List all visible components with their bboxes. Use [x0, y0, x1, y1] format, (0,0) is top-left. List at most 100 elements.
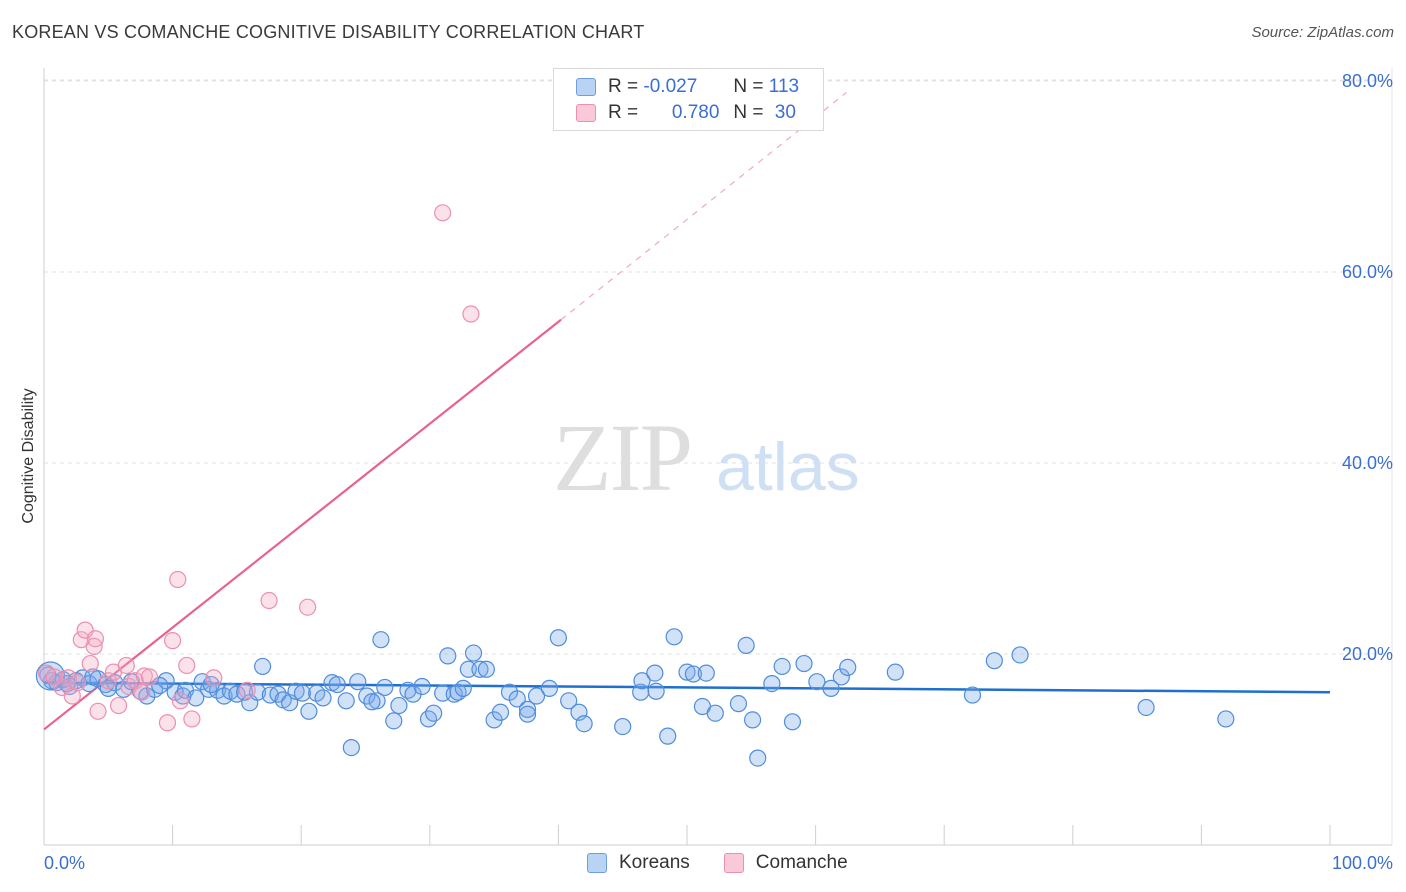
koreans-point: [665, 628, 683, 646]
koreans-point: [328, 675, 346, 694]
koreans-point: [985, 652, 1003, 670]
comanche-trendline: [43, 318, 562, 731]
comanche-point: [169, 570, 187, 589]
koreans-point: [783, 713, 802, 731]
comanche-point: [81, 654, 99, 673]
koreans-point: [477, 660, 495, 678]
legend-item-comanche[interactable]: Comanche: [723, 852, 848, 874]
koreans-point: [337, 692, 355, 710]
comanche-point: [59, 669, 78, 687]
correlation-legend: R = -0.027 N = 113 R = 0.780 N = 30: [553, 68, 824, 131]
koreans-point: [839, 658, 857, 676]
koreans-point: [439, 647, 457, 665]
koreans-point: [287, 682, 305, 700]
y-tick-label: 60.0%: [1342, 262, 1393, 282]
y-tick-label: 80.0%: [1342, 71, 1393, 91]
koreans-point: [659, 727, 677, 745]
legend-row-koreans: R = -0.027 N = 113: [576, 75, 799, 99]
comanche-point: [178, 656, 196, 675]
koreans-point: [1217, 710, 1235, 728]
comanche-point: [260, 591, 278, 610]
koreans-point: [293, 684, 312, 702]
series-legend: Koreans Comanche: [587, 852, 882, 874]
comanche-point: [109, 696, 128, 715]
koreans-point: [1011, 646, 1029, 664]
koreans-point: [684, 665, 703, 683]
koreans-legend-label: Koreans: [619, 852, 690, 873]
koreans-point: [614, 717, 632, 736]
koreans-point: [248, 683, 267, 701]
koreans-point: [646, 664, 664, 682]
koreans-point: [518, 705, 537, 723]
koreans-point: [886, 663, 904, 681]
legend-item-koreans[interactable]: Koreans: [587, 852, 690, 874]
comanche-point: [117, 656, 135, 675]
comanche-point: [86, 630, 105, 648]
koreans-r-label: R =: [608, 76, 639, 97]
comanche-legend-label: Comanche: [755, 852, 848, 873]
x-tick-label: 0.0%: [44, 853, 85, 873]
comanche-point: [99, 672, 117, 690]
comanche-point: [158, 714, 177, 732]
comanche-point: [299, 598, 317, 616]
axes: [43, 68, 1392, 846]
comanche-point: [140, 668, 159, 686]
comanche-n-value: 30: [774, 102, 796, 123]
koreans-point: [349, 673, 367, 691]
comanche-point: [205, 669, 223, 687]
koreans-point: [342, 738, 360, 757]
axis-labels: 20.0% 40.0% 60.0% 80.0% 0.0% 100.0% Cognitive …: [20, 71, 1393, 873]
comanche-point: [135, 667, 153, 685]
koreans-point: [166, 683, 184, 701]
koreans-point: [527, 687, 546, 705]
koreans-point: [454, 679, 472, 697]
y-axis-title: Cognitive Disability: [20, 388, 37, 523]
koreans-point: [425, 704, 443, 722]
koreans-point: [697, 664, 715, 682]
comanche-n-label: N =: [733, 102, 764, 123]
koreans-point: [749, 749, 767, 767]
koreans-point: [633, 672, 651, 690]
koreans-point: [471, 660, 489, 678]
comanche-r-value: 0.780: [671, 102, 720, 123]
koreans-point: [491, 703, 510, 721]
comanche-point: [171, 692, 189, 710]
comanche-point: [37, 664, 56, 682]
data-points: [35, 204, 1235, 767]
watermark: ZIP atlas: [553, 404, 860, 511]
koreans-point: [808, 673, 826, 691]
y-tick-label: 40.0%: [1342, 453, 1393, 473]
koreans-point: [549, 629, 568, 647]
koreans-point: [368, 692, 386, 710]
koreans-point: [508, 690, 526, 708]
koreans-point: [575, 715, 593, 733]
koreans-point: [236, 683, 254, 701]
koreans-point: [376, 678, 394, 697]
comanche-point: [462, 305, 480, 323]
comanche-r-label: R =: [608, 102, 639, 123]
koreans-point: [795, 654, 813, 673]
comanche-point: [133, 683, 151, 701]
koreans-point: [678, 663, 696, 681]
koreans-point: [822, 679, 840, 697]
source-label: Source: ZipAtlas.com: [1251, 24, 1394, 41]
koreans-point: [763, 675, 781, 693]
koreans-point: [385, 712, 403, 730]
koreans-legend-swatch: [587, 853, 607, 873]
koreans-point: [464, 644, 483, 662]
koreans-point: [254, 657, 272, 676]
comanche-point: [434, 204, 452, 222]
koreans-point: [706, 704, 724, 722]
koreans-n-value: 113: [768, 76, 800, 97]
koreans-point: [729, 695, 748, 713]
koreans-swatch: [576, 78, 596, 96]
chart-title: KOREAN VS COMANCHE COGNITIVE DISABILITY …: [12, 22, 645, 42]
comanche-legend-swatch: [723, 853, 744, 873]
koreans-point: [518, 700, 537, 718]
x-tick-label: 100.0%: [1332, 853, 1393, 873]
koreans-point: [963, 686, 982, 704]
koreans-point: [773, 657, 791, 676]
koreans-point: [413, 677, 431, 696]
koreans-point: [737, 636, 755, 655]
